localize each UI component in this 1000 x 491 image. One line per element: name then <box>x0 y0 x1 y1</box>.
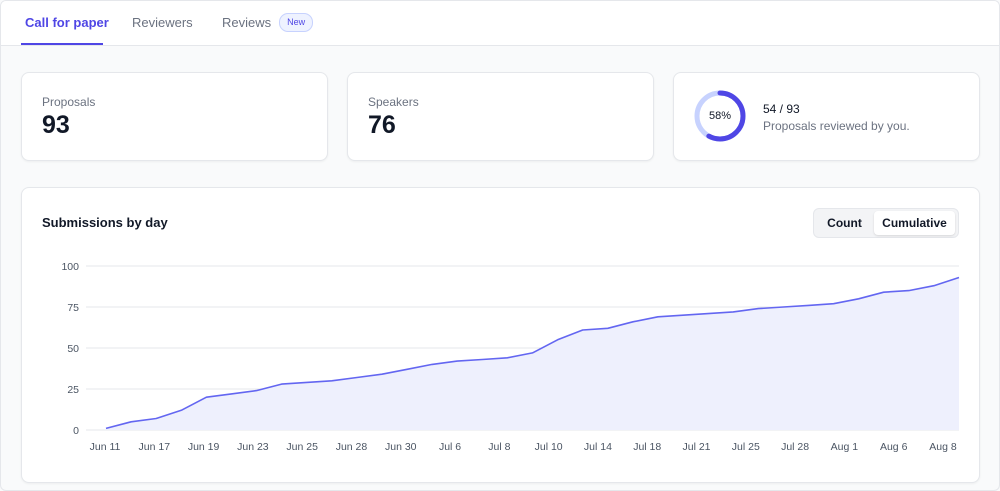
chart-mode-toggle: Count Cumulative <box>813 208 959 238</box>
progress-ring-fill <box>694 90 746 142</box>
x-tick-label: Jul 28 <box>781 441 809 453</box>
progress-percent: 58% <box>708 110 732 122</box>
proposals-label: Proposals <box>42 95 96 109</box>
tab-reviews-label: Reviews <box>222 15 272 30</box>
y-tick-label: 75 <box>67 302 79 314</box>
x-tick-label: Jun 19 <box>188 441 220 453</box>
y-tick-label: 100 <box>61 261 79 273</box>
speakers-label: Speakers <box>368 95 419 109</box>
tab-bar: Call for paper Reviewers Reviews New <box>1 1 999 46</box>
reviewed-caption: Proposals reviewed by you. <box>763 119 910 133</box>
chart-title: Submissions by day <box>42 215 168 230</box>
reviewed-count: 54 / 93 <box>763 102 800 116</box>
tab-reviews[interactable]: Reviews New <box>222 1 314 45</box>
x-tick-label: Jun 30 <box>385 441 417 453</box>
x-tick-label: Jul 10 <box>535 441 563 453</box>
proposals-value: 93 <box>42 111 70 139</box>
x-tick-label: Jun 23 <box>237 441 269 453</box>
progress-ring <box>694 90 746 142</box>
submissions-area-chart: 0 25 50 75 100 Jun 11 Jun 17 Jun 19 Jun 23 Jun 25… <box>61 261 960 453</box>
x-tick-label: Aug 6 <box>880 441 908 453</box>
tab-call-for-paper[interactable]: Call for paper <box>25 15 109 30</box>
tab-reviewers[interactable]: Reviewers <box>132 15 193 30</box>
series-line <box>105 276 960 430</box>
x-tick-label: Jul 14 <box>584 441 612 453</box>
y-tick-label: 25 <box>67 384 79 396</box>
x-tick-label: Jun 28 <box>336 441 368 453</box>
x-tick-label: Jul 18 <box>633 441 661 453</box>
x-tick-label: Jul 6 <box>439 441 461 453</box>
speakers-card: Speakers 76 <box>347 72 654 161</box>
submissions-chart-card: Submissions by day Count Cumulative 0 25 5… <box>21 187 980 483</box>
x-tick-label: Jun 17 <box>139 441 171 453</box>
x-tick-label: Jul 25 <box>732 441 760 453</box>
cumulative-toggle-button[interactable]: Cumulative <box>874 211 955 235</box>
active-tab-indicator <box>21 43 103 45</box>
y-tick-label: 50 <box>67 343 79 355</box>
x-tick-label: Aug 1 <box>831 441 859 453</box>
reviewed-card: 58% 54 / 93 Proposals reviewed by you. <box>673 72 980 161</box>
speakers-value: 76 <box>368 111 396 139</box>
y-tick-label: 0 <box>73 425 79 437</box>
x-tick-label: Jun 25 <box>286 441 318 453</box>
x-tick-label: Jun 11 <box>90 441 121 453</box>
x-tick-label: Jul 21 <box>683 441 711 453</box>
proposals-card: Proposals 93 <box>21 72 328 161</box>
x-tick-label: Jul 8 <box>488 441 510 453</box>
new-badge: New <box>279 13 314 33</box>
x-tick-label: Aug 8 <box>929 441 957 453</box>
count-toggle-button[interactable]: Count <box>827 216 862 230</box>
area-fill <box>106 277 959 430</box>
